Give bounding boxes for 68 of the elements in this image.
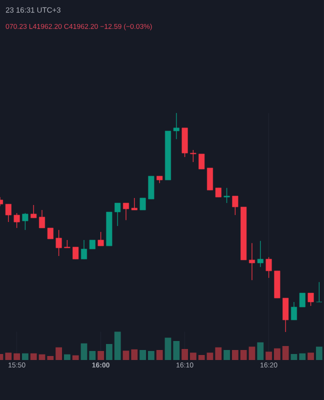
bar bbox=[89, 350, 96, 360]
candlestick bbox=[5, 204, 12, 222]
bar bbox=[106, 344, 112, 360]
bar bbox=[240, 350, 247, 360]
bar bbox=[248, 346, 256, 360]
candlestick bbox=[14, 212, 20, 228]
candlestick bbox=[282, 298, 289, 332]
bar bbox=[30, 353, 37, 360]
candlestick bbox=[173, 112, 180, 140]
candlestick bbox=[232, 196, 238, 216]
bar bbox=[22, 353, 28, 360]
candlestick bbox=[114, 202, 121, 226]
bar bbox=[114, 332, 121, 360]
candlestick bbox=[215, 188, 222, 198]
candlestick bbox=[290, 302, 297, 320]
candlestick bbox=[257, 240, 264, 268]
candlestick bbox=[248, 242, 255, 280]
bar bbox=[224, 350, 230, 360]
candlestick bbox=[30, 204, 37, 218]
bar bbox=[182, 349, 188, 360]
bar bbox=[131, 349, 138, 360]
bar bbox=[282, 346, 289, 360]
candlestick bbox=[72, 246, 79, 260]
candlestick bbox=[148, 176, 154, 200]
bar bbox=[14, 353, 20, 360]
bar bbox=[316, 346, 322, 360]
candlestick bbox=[47, 228, 54, 240]
bar bbox=[198, 355, 205, 360]
candlestick bbox=[80, 240, 87, 260]
candlestick bbox=[122, 202, 129, 220]
candlestick bbox=[22, 212, 28, 230]
bar bbox=[98, 350, 104, 360]
bar bbox=[308, 352, 314, 360]
bar bbox=[47, 356, 54, 360]
bar bbox=[122, 350, 130, 360]
bar bbox=[5, 352, 12, 360]
bar bbox=[232, 350, 238, 360]
bar bbox=[190, 352, 196, 360]
bar bbox=[206, 352, 214, 360]
candlestick bbox=[308, 292, 314, 306]
bar bbox=[38, 354, 46, 360]
candlestick bbox=[206, 168, 213, 190]
bar bbox=[140, 350, 146, 360]
bar bbox=[64, 354, 70, 360]
bar bbox=[257, 342, 264, 360]
bar bbox=[72, 355, 79, 360]
candlestick bbox=[224, 188, 230, 204]
candlestick bbox=[56, 230, 62, 256]
bar bbox=[173, 341, 180, 360]
candlestick bbox=[266, 256, 272, 278]
candlestick bbox=[316, 282, 322, 302]
bar bbox=[215, 347, 222, 360]
candlestick bbox=[98, 232, 104, 246]
candlestick bbox=[299, 292, 306, 308]
candlestick bbox=[131, 198, 138, 210]
candlestick bbox=[140, 198, 146, 210]
bar bbox=[299, 353, 306, 360]
candlestick bbox=[190, 150, 196, 162]
bar bbox=[266, 352, 272, 360]
bar bbox=[290, 354, 298, 360]
bar bbox=[164, 338, 172, 360]
bar bbox=[148, 350, 154, 360]
bar bbox=[56, 347, 62, 360]
bar bbox=[156, 350, 163, 360]
bar bbox=[274, 348, 280, 360]
candlestick bbox=[38, 210, 46, 228]
candlestick bbox=[198, 154, 205, 170]
bar bbox=[80, 343, 88, 360]
